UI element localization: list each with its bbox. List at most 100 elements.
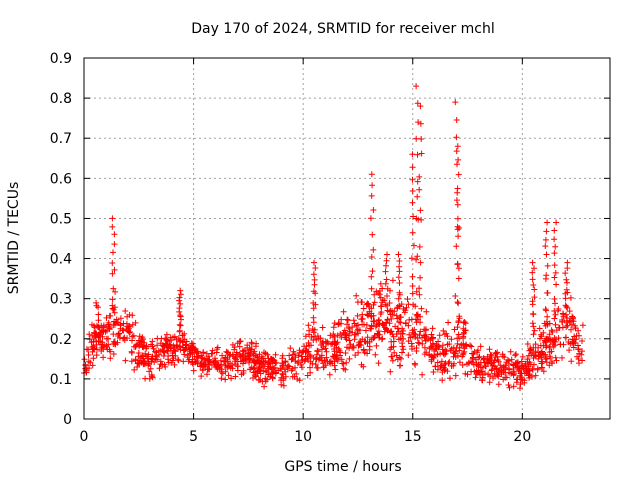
- data-point: [343, 336, 350, 343]
- data-point: [482, 363, 489, 370]
- data-point: [417, 207, 424, 214]
- data-point: [332, 366, 339, 373]
- data-point: [448, 345, 455, 352]
- data-point: [413, 83, 420, 90]
- data-point: [134, 364, 141, 370]
- data-point: [232, 354, 239, 361]
- data-point: [416, 340, 423, 347]
- data-point: [359, 316, 366, 322]
- data-point: [418, 136, 425, 142]
- data-point: [454, 215, 461, 222]
- data-point: [493, 366, 500, 372]
- data-point: [364, 300, 371, 307]
- data-point: [354, 312, 361, 319]
- data-point: [454, 143, 461, 150]
- data-point: [414, 253, 421, 260]
- data-point: [456, 225, 463, 231]
- data-point: [85, 352, 92, 358]
- data-point: [543, 228, 550, 235]
- data-point: [468, 343, 475, 350]
- data-point: [517, 372, 523, 379]
- data-point: [93, 352, 100, 359]
- data-point: [222, 376, 229, 383]
- data-point: [562, 334, 569, 341]
- data-point: [486, 379, 493, 386]
- data-point: [362, 338, 369, 345]
- data-point: [368, 254, 375, 260]
- data-point: [459, 362, 466, 368]
- data-point: [268, 356, 275, 362]
- y-tick-label: 0.3: [50, 292, 72, 308]
- data-point: [384, 293, 390, 299]
- data-point: [201, 356, 208, 363]
- data-point: [404, 296, 411, 303]
- data-point: [493, 350, 500, 357]
- data-point: [382, 280, 389, 287]
- data-point: [552, 311, 559, 318]
- data-point: [331, 362, 338, 369]
- data-point: [532, 341, 539, 348]
- data-point: [538, 364, 545, 371]
- data-point: [517, 381, 524, 388]
- data-point: [95, 317, 102, 324]
- data-point: [551, 274, 558, 281]
- data-point: [225, 362, 232, 369]
- data-point: [396, 258, 403, 264]
- data-point: [153, 349, 160, 356]
- data-point: [282, 359, 289, 365]
- data-point: [494, 372, 501, 379]
- data-point: [103, 314, 110, 321]
- data-point: [85, 346, 92, 353]
- data-point: [494, 357, 501, 363]
- data-point: [416, 291, 423, 298]
- data-point: [304, 372, 311, 379]
- data-point: [575, 342, 581, 349]
- data-point: [453, 243, 460, 250]
- data-point: [381, 324, 388, 331]
- data-point: [529, 301, 536, 308]
- data-point: [191, 353, 198, 360]
- data-point: [334, 332, 341, 339]
- data-point: [411, 242, 417, 249]
- data-point: [319, 324, 326, 331]
- data-point: [247, 350, 254, 356]
- data-point: [434, 359, 441, 366]
- data-point: [384, 251, 390, 258]
- data-point: [105, 335, 112, 342]
- data-point: [421, 344, 428, 351]
- data-point: [346, 325, 353, 332]
- data-point: [453, 197, 460, 204]
- data-point: [387, 368, 394, 375]
- data-point: [553, 219, 560, 226]
- data-point: [418, 305, 425, 312]
- data-point: [355, 349, 362, 356]
- data-point: [368, 285, 375, 292]
- data-point: [302, 333, 309, 340]
- data-point: [529, 373, 535, 380]
- data-point: [393, 312, 400, 319]
- data-point: [346, 337, 353, 344]
- data-point: [530, 323, 537, 330]
- data-point: [107, 355, 114, 362]
- data-point: [551, 308, 558, 314]
- data-point: [542, 236, 549, 243]
- data-point: [110, 306, 117, 313]
- data-point: [423, 308, 430, 315]
- data-point: [312, 301, 319, 308]
- data-point: [209, 347, 216, 354]
- data-point: [347, 341, 354, 348]
- data-point: [354, 299, 361, 306]
- data-point: [542, 243, 549, 250]
- x-axis-label: GPS time / hours: [284, 459, 401, 475]
- data-point: [409, 290, 416, 297]
- data-point: [380, 321, 386, 328]
- data-point: [375, 360, 382, 367]
- data-point: [177, 344, 184, 350]
- data-point: [383, 262, 389, 269]
- data-point: [160, 353, 167, 359]
- data-point: [494, 353, 501, 360]
- data-point: [395, 295, 402, 302]
- data-point: [368, 305, 375, 312]
- data-point: [233, 349, 240, 356]
